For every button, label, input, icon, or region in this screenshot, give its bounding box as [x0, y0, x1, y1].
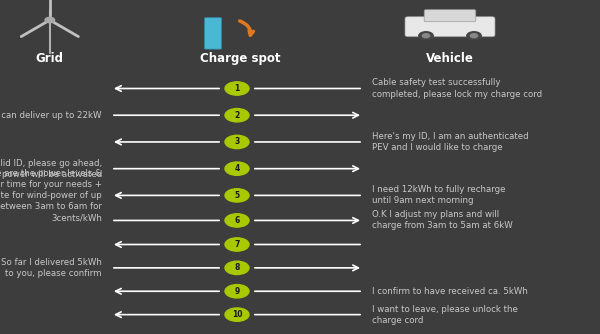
Circle shape: [225, 261, 249, 275]
Circle shape: [467, 32, 481, 40]
Circle shape: [422, 34, 430, 38]
Text: Here's my ID, I am an authenticated
PEV and I would like to charge: Here's my ID, I am an authenticated PEV …: [372, 132, 529, 152]
Text: I need 12kWh to fully recharge
until 9am next morning: I need 12kWh to fully recharge until 9am…: [372, 185, 505, 205]
Text: 10: 10: [232, 310, 242, 319]
Text: 2: 2: [235, 111, 239, 120]
Circle shape: [225, 238, 249, 251]
Circle shape: [470, 34, 478, 38]
Text: I can deliver up to 22kW: I can deliver up to 22kW: [0, 111, 102, 120]
Text: Valid ID, please go ahead,
power will be activated: Valid ID, please go ahead, power will be…: [0, 159, 102, 179]
Circle shape: [225, 109, 249, 122]
Text: 4: 4: [235, 164, 239, 173]
Text: I want to leave, please unlock the
charge cord: I want to leave, please unlock the charg…: [372, 305, 518, 325]
Text: 7: 7: [235, 240, 239, 249]
Text: 9: 9: [235, 287, 239, 296]
Text: So far I delivered 5kWh
to you, please confirm: So far I delivered 5kWh to you, please c…: [1, 258, 102, 278]
Text: 8: 8: [235, 264, 239, 272]
Circle shape: [225, 162, 249, 175]
FancyBboxPatch shape: [424, 10, 476, 22]
FancyBboxPatch shape: [405, 17, 495, 37]
Text: 5: 5: [235, 191, 239, 200]
Text: 1: 1: [235, 84, 239, 93]
Circle shape: [419, 32, 433, 40]
Text: Here are the power levels &
prices over time for your needs +
special rate for w: Here are the power levels & prices over …: [0, 169, 102, 222]
Text: Grid: Grid: [36, 52, 64, 65]
Circle shape: [225, 135, 249, 149]
Text: Cable safety test successfully
completed, please lock my charge cord: Cable safety test successfully completed…: [372, 78, 542, 99]
Circle shape: [225, 308, 249, 321]
Circle shape: [225, 214, 249, 227]
Text: Charge spot: Charge spot: [200, 52, 280, 65]
Circle shape: [225, 189, 249, 202]
FancyBboxPatch shape: [205, 18, 221, 49]
Text: I confirm to have received ca. 5kWh: I confirm to have received ca. 5kWh: [372, 287, 528, 296]
Circle shape: [45, 17, 55, 23]
Circle shape: [225, 82, 249, 95]
Text: O.K I adjust my plans and will
charge from 3am to 5am at 6kW: O.K I adjust my plans and will charge fr…: [372, 210, 513, 230]
Text: Vehicle: Vehicle: [426, 52, 474, 65]
Circle shape: [225, 285, 249, 298]
Text: 3: 3: [235, 138, 239, 146]
Text: 6: 6: [235, 216, 239, 225]
